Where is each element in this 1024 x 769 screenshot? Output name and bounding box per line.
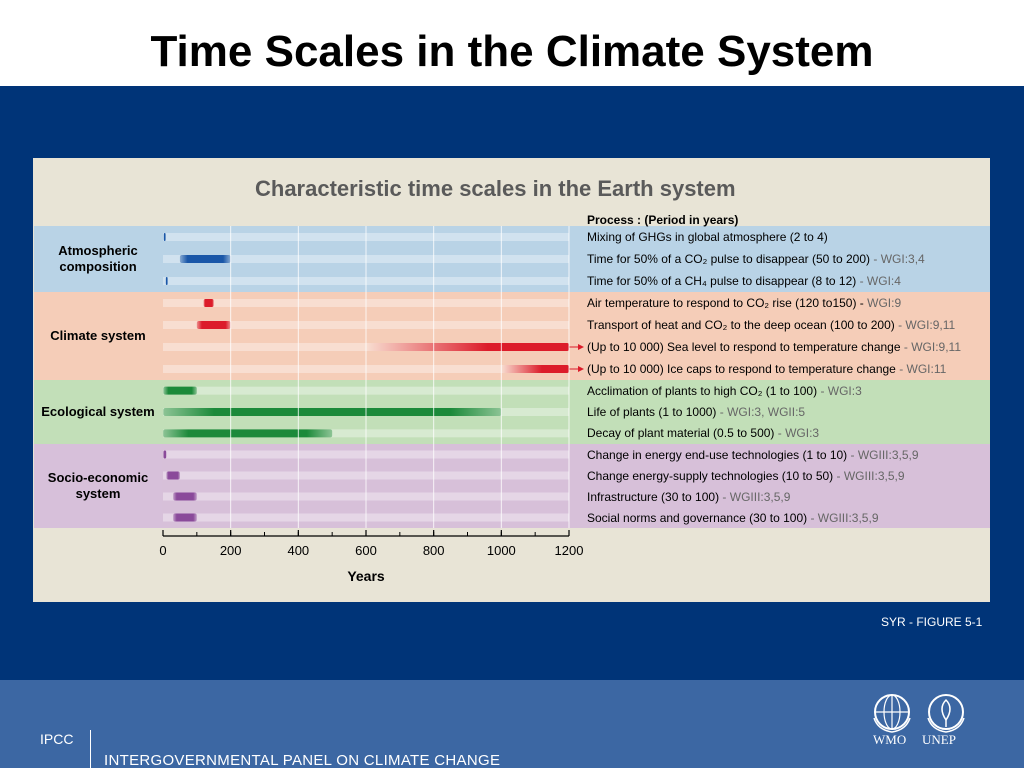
- process-text: (Up to 10 000) Sea level to respond to t…: [587, 340, 901, 354]
- process-reference: - WGIII:3,5,9: [807, 510, 879, 525]
- process-label: (Up to 10 000) Ice caps to respond to te…: [587, 362, 946, 376]
- process-reference: - WGI:3: [817, 383, 862, 398]
- footer-divider: [90, 730, 91, 768]
- bar-climate-system-0: [203, 299, 214, 307]
- process-text: Time for 50% of a CH₄ pulse to disappear…: [587, 274, 857, 288]
- process-label: Mixing of GHGs in global atmosphere (2 t…: [587, 230, 828, 244]
- process-label: Decay of plant material (0.5 to 500) - W…: [587, 426, 819, 440]
- bar-socio-economic-system-1: [166, 471, 180, 480]
- process-text: Life of plants (1 to 1000): [587, 405, 717, 419]
- process-label: Transport of heat and CO₂ to the deep oc…: [587, 318, 955, 332]
- bar-climate-system-1: [196, 321, 231, 329]
- x-tick-label: 200: [220, 543, 242, 558]
- process-reference: - WGIII:3,5,9: [833, 468, 905, 483]
- group-label-panel-atmospheric-composition: [34, 226, 162, 292]
- process-text: Decay of plant material (0.5 to 500): [587, 426, 775, 441]
- process-label: Time for 50% of a CO₂ pulse to disappear…: [587, 252, 925, 266]
- bar-atmospheric-composition-0: [163, 233, 166, 241]
- x-tick-label: 0: [159, 543, 166, 558]
- process-reference: - WGI:9,11: [894, 318, 956, 332]
- x-tick-label: 400: [287, 543, 309, 558]
- bar-ecological-system-2: [163, 429, 333, 438]
- process-reference: - WGI:3, WGII:5: [716, 405, 806, 419]
- x-tick-label: 1200: [555, 543, 584, 558]
- process-label: Change energy-supply technologies (10 to…: [587, 469, 905, 483]
- process-header: Process : (Period in years): [587, 213, 739, 227]
- process-reference: WGI:9: [867, 296, 902, 310]
- process-reference: - WGIII:3,5,9: [719, 489, 791, 504]
- group-label-panel-socio-economic-system: [34, 444, 162, 528]
- process-label: Change in energy end-use technologies (1…: [587, 448, 919, 462]
- bar-ecological-system-0: [163, 386, 197, 395]
- process-reference: - WGI:11: [895, 362, 947, 376]
- x-tick-label: 800: [423, 543, 445, 558]
- process-label: Infrastructure (30 to 100) - WGIII:3,5,9: [587, 490, 790, 504]
- x-tick-label: 600: [355, 543, 377, 558]
- process-text: Mixing of GHGs in global atmosphere (2 t…: [587, 230, 828, 244]
- bar-atmospheric-composition-2: [165, 277, 168, 285]
- arrow-head: [578, 366, 584, 372]
- footer-band: [0, 680, 1024, 768]
- bar-socio-economic-system-0: [163, 450, 167, 459]
- wmo-logo-icon: [873, 694, 911, 733]
- process-reference: - WGI:3: [774, 426, 820, 441]
- process-text: Social norms and governance (30 to 100): [587, 510, 808, 525]
- process-reference: - WGI:4: [856, 274, 901, 288]
- group-label-climate-system: Climate system: [50, 328, 146, 343]
- arrow-head: [578, 344, 584, 350]
- process-label: Social norms and governance (30 to 100) …: [587, 511, 879, 525]
- figure-credit: SYR - FIGURE 5-1: [881, 615, 983, 629]
- chart-title: Characteristic time scales in the Earth …: [255, 176, 736, 201]
- unep-logo-icon: [927, 694, 965, 733]
- process-label: Acclimation of plants to high CO₂ (1 to …: [587, 384, 862, 398]
- process-label: Life of plants (1 to 1000) - WGI:3, WGII…: [587, 405, 805, 419]
- wmo-logo-text: WMO: [873, 732, 907, 747]
- bar-climate-system-2: [366, 343, 569, 351]
- bar-socio-economic-system-3: [173, 513, 197, 522]
- process-text: Acclimation of plants to high CO₂ (1 to …: [587, 383, 818, 398]
- process-text: Infrastructure (30 to 100): [587, 489, 720, 504]
- x-tick-label: 1000: [487, 543, 516, 558]
- group-label-ecological-system: Ecological system: [41, 404, 155, 419]
- process-reference: - WGI:9,11: [900, 340, 961, 354]
- process-text: Transport of heat and CO₂ to the deep oc…: [587, 318, 895, 332]
- process-text: (Up to 10 000) Ice caps to respond to te…: [587, 362, 896, 376]
- x-axis-label: Years: [347, 568, 385, 584]
- org-long-name: INTERGOVERNMENTAL PANEL ON CLIMATE CHANG…: [104, 752, 501, 769]
- process-label: (Up to 10 000) Sea level to respond to t…: [587, 340, 961, 354]
- group-label-atmospheric-composition: Atmospheric composition: [58, 243, 138, 274]
- group-label-panel-climate-system: [34, 292, 162, 380]
- process-reference: - WGI:3,4: [870, 252, 925, 266]
- group-label-panel-ecological-system: [34, 380, 162, 444]
- slide-title: Time Scales in the Climate System: [150, 27, 874, 76]
- process-label: Air temperature to respond to CO₂ rise (…: [587, 296, 901, 310]
- bar-socio-economic-system-2: [173, 492, 197, 501]
- unep-logo-text: UNEP: [922, 732, 956, 747]
- bar-atmospheric-composition-1: [179, 255, 231, 263]
- bar-ecological-system-1: [163, 408, 502, 416]
- org-short-name: IPCC: [40, 731, 74, 747]
- process-reference: - WGIII:3,5,9: [847, 447, 919, 462]
- process-text: Change in energy end-use technologies (1…: [587, 447, 848, 462]
- process-text: Air temperature to respond to CO₂ rise (…: [587, 296, 868, 310]
- process-text: Time for 50% of a CO₂ pulse to disappear…: [587, 252, 871, 266]
- process-text: Change energy-supply technologies (10 to…: [587, 468, 834, 483]
- process-label: Time for 50% of a CH₄ pulse to disappear…: [587, 274, 901, 288]
- group-label-socio-economic-system: Socio-economic system: [47, 470, 149, 501]
- bar-climate-system-3: [501, 365, 569, 373]
